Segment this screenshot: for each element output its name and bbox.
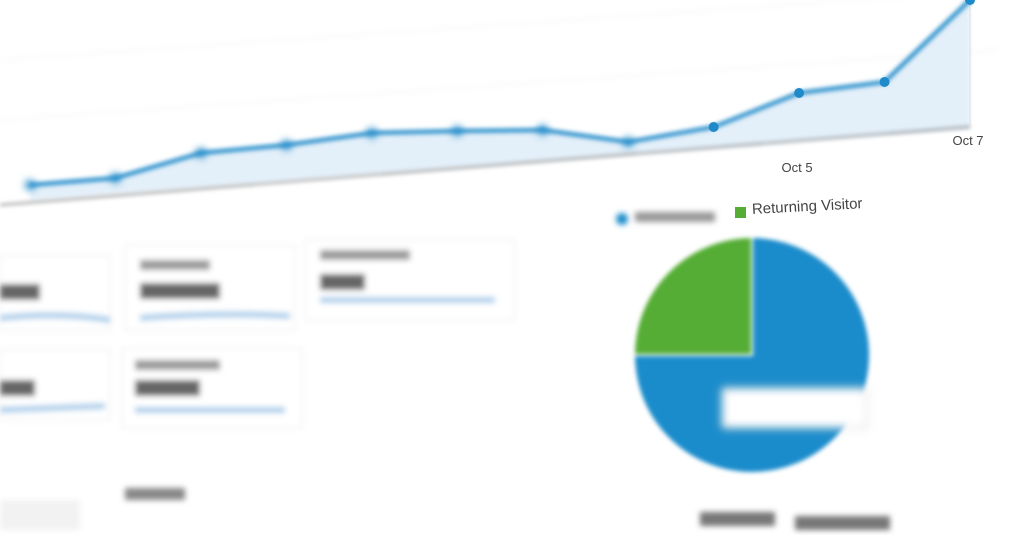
data-point [623, 137, 634, 147]
pie-slice [632, 235, 753, 356]
data-point [879, 77, 890, 87]
data-point [965, 0, 975, 5]
pie-chart: Returning Visitor [632, 195, 871, 474]
x-tick-label: Oct 5 [782, 160, 813, 175]
data-point [25, 180, 35, 190]
data-point [281, 140, 292, 150]
legend-swatch [735, 207, 746, 218]
background-grid [0, 0, 1001, 121]
data-point [794, 88, 805, 98]
data-point [366, 128, 377, 138]
line-plot [0, 0, 975, 206]
line-chart: Oct 5 Oct 7 [0, 0, 984, 206]
data-point [537, 125, 548, 135]
data-point [110, 173, 121, 183]
line [29, 0, 972, 187]
data-point [708, 122, 719, 132]
pie [632, 235, 871, 474]
data-point [452, 126, 463, 136]
area-fill [30, 0, 970, 200]
data-point [195, 148, 206, 158]
metric-tiles [0, 212, 890, 530]
x-tick-label: Oct 7 [952, 133, 983, 148]
tooltip [721, 387, 868, 429]
legend-label: Returning Visitor [752, 195, 863, 218]
axis-line [0, 126, 971, 206]
